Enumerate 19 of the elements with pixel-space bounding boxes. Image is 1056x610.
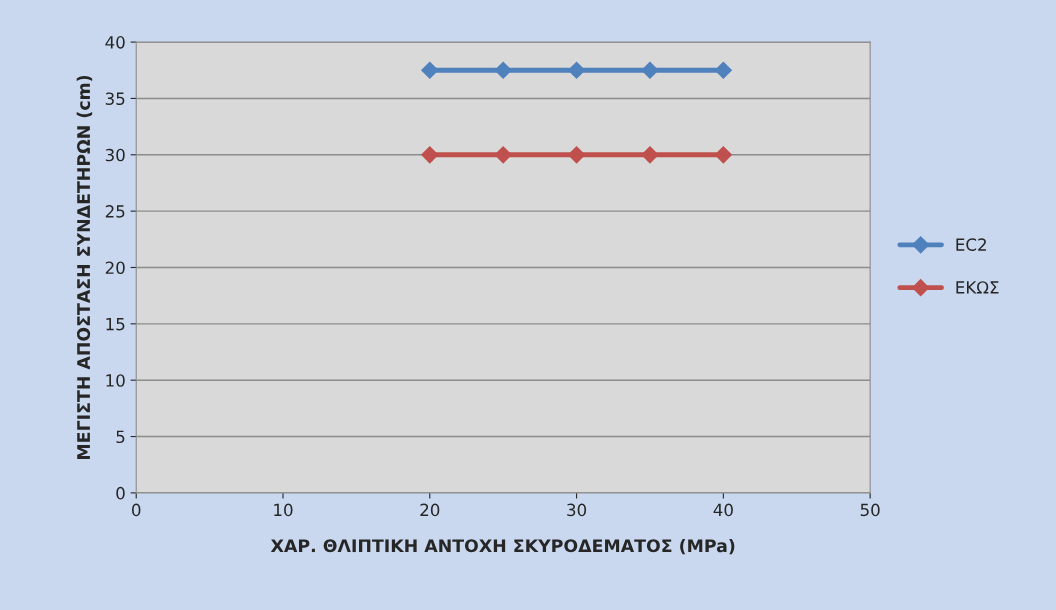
y-tick-label: 30 (105, 148, 125, 162)
x-tick-label: 50 (860, 503, 880, 517)
x-tick-label: 10 (274, 503, 293, 517)
y-tick-label: 5 (116, 430, 125, 444)
y-tick-label: 25 (105, 205, 125, 218)
y-tick-label: 20 (105, 261, 125, 275)
y-tick-label: 35 (105, 92, 125, 106)
y-tick-label: 40 (105, 36, 125, 49)
legend-label: EC2 (956, 238, 986, 251)
legend-label: ΕΚΩΣ (956, 281, 999, 294)
x-tick-label: 0 (132, 503, 141, 517)
y-axis-title: ΜΕΓΙΣΤΗ ΑΠΟΣΤΑΣΗ ΣΥΝΔΕΤΗΡΩΝ (cm) (76, 75, 93, 459)
x-axis-title: ΧΑΡ. ΘΛΙΠΤΙΚΗ ΑΝΤΟΧΗ ΣΚΥΡΟΔΕΜΑΤΟΣ (MPa) (270, 538, 735, 555)
y-tick-label: 15 (106, 318, 125, 331)
x-tick-label: 40 (713, 503, 733, 517)
x-tick-label: 20 (420, 503, 440, 517)
y-tick-label: 10 (106, 374, 125, 387)
y-tick-label: 0 (116, 486, 125, 500)
x-tick-label: 30 (567, 503, 587, 517)
